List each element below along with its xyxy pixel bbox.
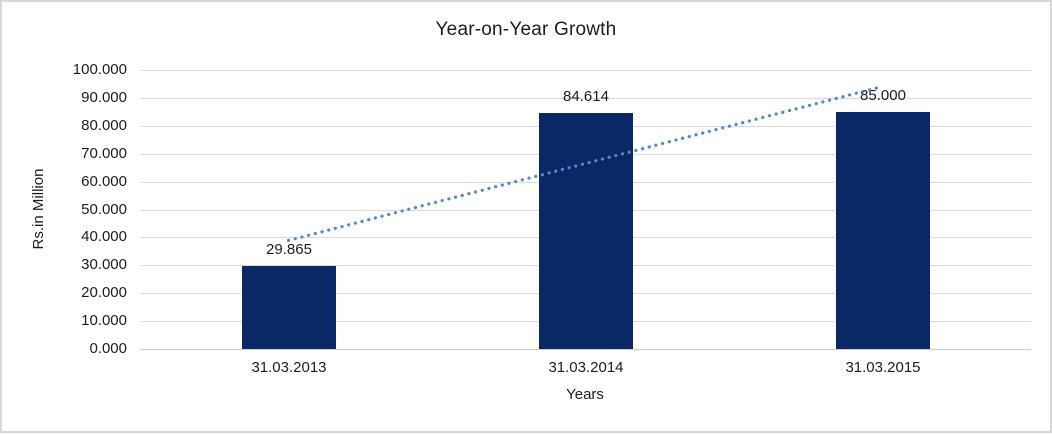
y-axis-tick-label: 0.000 — [89, 340, 127, 357]
bar[interactable] — [242, 266, 336, 349]
y-axis-tick-label: 40.000 — [81, 228, 127, 245]
x-axis-tick-label: 31.03.2015 — [845, 359, 921, 376]
y-axis-tick-label: 50.000 — [81, 201, 127, 218]
y-axis-tick-label: 30.000 — [81, 256, 127, 273]
y-axis-tick-label: 80.000 — [81, 117, 127, 134]
x-axis-title: Years — [566, 386, 604, 403]
x-axis-line — [140, 349, 1031, 350]
chart-title: Year-on-Year Growth — [435, 19, 617, 40]
y-axis-tick-label: 60.000 — [81, 173, 127, 190]
bar-value-label: 85.000 — [860, 87, 906, 104]
bar[interactable] — [539, 113, 633, 349]
x-axis-tick-label: 31.03.2013 — [251, 359, 327, 376]
y-axis-tick-label: 10.000 — [81, 312, 127, 329]
y-axis-tick-label: 20.000 — [81, 284, 127, 301]
y-axis-tick-label: 70.000 — [81, 145, 127, 162]
y-axis-tick-label: 100.000 — [72, 61, 127, 78]
y-axis-tick-label: 90.000 — [81, 89, 127, 106]
gridline — [140, 70, 1031, 71]
bar-value-label: 29.865 — [266, 241, 312, 258]
bar-value-label: 84.614 — [563, 88, 609, 105]
bar[interactable] — [836, 112, 930, 349]
x-axis-tick-label: 31.03.2014 — [548, 359, 624, 376]
